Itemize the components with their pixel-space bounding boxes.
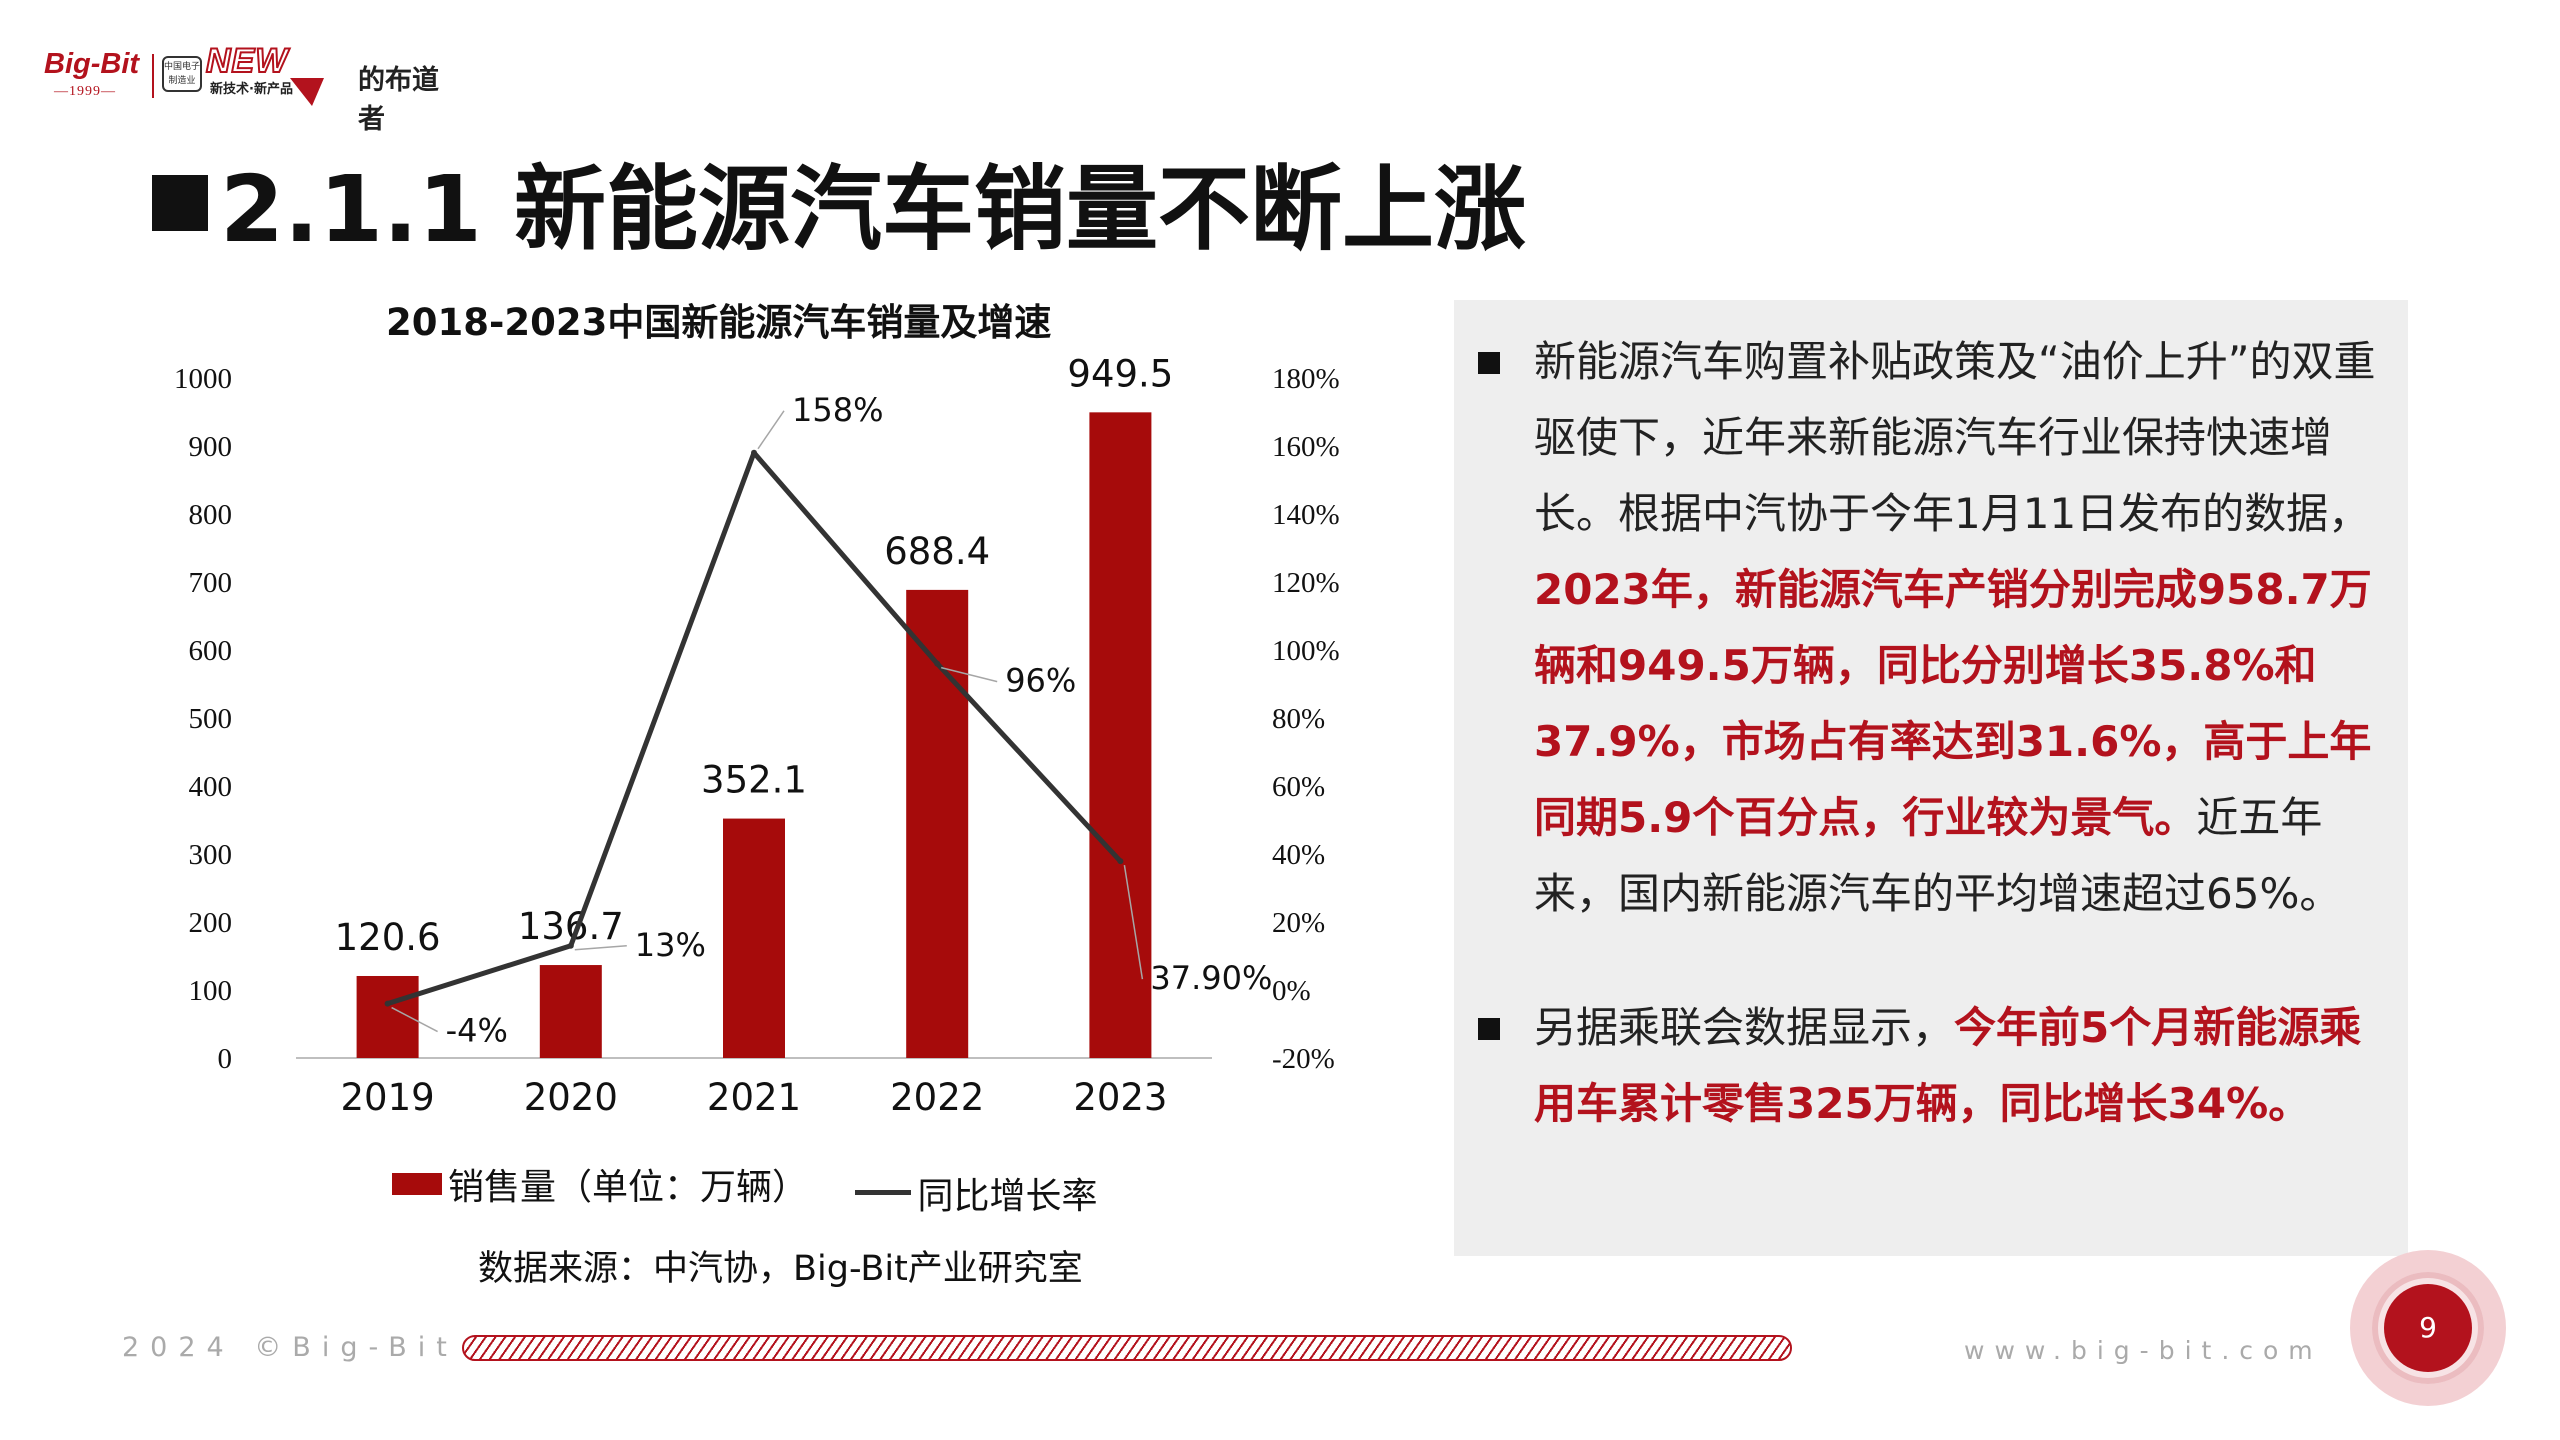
bullet-paragraph-1: 新能源汽车购置补贴政策及“油价上升”的双重驱使下，近年来新能源汽车行业保持快速增… <box>1454 324 2408 932</box>
left-axis-tick-label: 600 <box>189 635 233 667</box>
footer-stripe-bar <box>462 1335 1792 1361</box>
right-axis-tick-label: 100% <box>1272 635 1340 667</box>
x-tick-label: 2021 <box>707 1076 801 1119</box>
logo-year: —1999— <box>54 84 116 99</box>
bullet1-text-a: 新能源汽车购置补贴政策及“油价上升”的双重驱使下，近年来新能源汽车行业保持快速增… <box>1534 337 2376 538</box>
title-square-icon <box>152 175 208 231</box>
bar-value-label: 352.1 <box>701 759 807 802</box>
legend-line-swatch <box>855 1190 912 1195</box>
legend-bar-swatch <box>392 1173 442 1195</box>
bullet-square-icon <box>1478 352 1500 374</box>
logo-brand-name: Big-Bit <box>44 48 140 80</box>
bar-value-label: 949.5 <box>1067 352 1173 395</box>
logo-tagline: 的布道者 <box>358 65 439 135</box>
left-axis-tick-label: 100 <box>189 975 233 1007</box>
bullet-square-icon <box>1478 1018 1500 1040</box>
left-axis-tick-label: 500 <box>189 703 233 735</box>
growth-value-label: 37.90% <box>1150 959 1272 997</box>
legend-item-growth: 同比增长率 <box>855 1167 1097 1219</box>
right-axis-tick-label: 0% <box>1272 975 1311 1007</box>
right-axis-tick-label: -20% <box>1272 1043 1335 1075</box>
left-axis-tick-label: 700 <box>189 567 233 599</box>
footer-copyright: 2024 ©Big-Bit <box>122 1332 458 1363</box>
bar-value-label: 688.4 <box>884 530 990 573</box>
right-axis-tick-label: 120% <box>1272 567 1340 599</box>
page-title-text: 2.1.1 新能源汽车销量不断上涨 <box>220 156 1526 263</box>
bar-2022 <box>906 589 969 1058</box>
left-axis-tick-label: 200 <box>189 907 233 939</box>
left-axis-tick-label: 800 <box>189 499 233 531</box>
logo-new: NEW <box>205 41 289 81</box>
growth-value-label: 96% <box>1005 662 1076 700</box>
left-axis-tick-label: 900 <box>189 431 233 463</box>
x-tick-label: 2020 <box>524 1076 618 1119</box>
growth-point-2019 <box>384 1000 391 1007</box>
footer-website: www.big-bit.com <box>1964 1336 2323 1365</box>
growth-value-label: 13% <box>635 926 706 964</box>
bar-2023 <box>1089 412 1152 1059</box>
logo-wedge-icon <box>290 78 324 106</box>
growth-point-2023 <box>1117 858 1124 865</box>
x-tick-label: 2019 <box>341 1076 435 1119</box>
right-axis-tick-label: 160% <box>1272 431 1340 463</box>
bullet2-text-a: 另据乘联会数据显示， <box>1534 1003 1955 1052</box>
sales-growth-chart: 0 100 200 300 400 500 600 700 800 900 1000 -20% 0% 20… <box>174 352 1340 1119</box>
bullet1-text-b: 近五年来，国内新能源汽车的平均增速超过65%。 <box>1534 793 2342 918</box>
page-number: 9 <box>2384 1284 2472 1372</box>
growth-label-leader <box>574 945 627 951</box>
left-axis-tick-label: 1000 <box>174 363 232 395</box>
right-axis-tick-label: 40% <box>1272 839 1325 871</box>
growth-point-2022 <box>934 660 941 667</box>
right-axis-tick-label: 20% <box>1272 907 1325 939</box>
chart-legend: 销售量（单位：万辆） 同比增长率 <box>392 1158 1133 1219</box>
chart-title: 2018-2023中国新能源汽车销量及增速 <box>386 301 1052 344</box>
brand-logo: Big-Bit —1999— 中国电子制造业 NEW 新技术·新产品 的布道者 <box>44 41 464 135</box>
bar-2020 <box>539 965 602 1058</box>
data-source-note: 数据来源：中汽协，Big-Bit产业研究室 <box>478 1249 1083 1289</box>
growth-value-label: 158% <box>792 391 883 429</box>
growth-label-leader <box>941 666 998 683</box>
growth-label-leader <box>391 1006 438 1033</box>
logo-new-subtitle: 新技术·新产品 <box>210 82 293 97</box>
x-tick-label: 2023 <box>1073 1076 1167 1119</box>
x-tick-label: 2022 <box>890 1076 984 1119</box>
bullet-paragraph-2: 另据乘联会数据显示，今年前5个月新能源乘用车累计零售325万辆，同比增长34%。 <box>1454 990 2408 1142</box>
legend-sales-label: 销售量（单位：万辆） <box>448 1167 809 1208</box>
left-axis-tick-label: 400 <box>189 771 233 803</box>
growth-label-leader <box>757 410 785 450</box>
left-axis-tick-label: 0 <box>218 1043 233 1075</box>
bar-2021 <box>723 818 785 1058</box>
logo-badge: 中国电子制造业 <box>162 56 202 92</box>
text-panel: 新能源汽车购置补贴政策及“油价上升”的双重驱使下，近年来新能源汽车行业保持快速增… <box>1454 300 2408 1256</box>
growth-label-leader <box>1123 865 1144 980</box>
growth-point-2020 <box>567 942 574 949</box>
right-axis-tick-label: 140% <box>1272 499 1340 531</box>
left-axis-tick-label: 300 <box>189 839 233 871</box>
right-axis-tick-label: 180% <box>1272 363 1340 395</box>
bar-value-label: 120.6 <box>335 916 441 959</box>
logo-divider <box>152 54 154 98</box>
right-axis-tick-label: 60% <box>1272 771 1325 803</box>
growth-value-label: -4% <box>446 1012 508 1050</box>
legend-item-sales: 销售量（单位：万辆） <box>392 1158 808 1210</box>
growth-point-2021 <box>751 449 757 456</box>
legend-growth-label: 同比增长率 <box>917 1175 1098 1217</box>
bullet2-highlight: 今年前5个月新能源乘用车累计零售325万辆，同比增长34%。 <box>1534 1003 2362 1128</box>
right-axis-tick-label: 80% <box>1272 703 1325 735</box>
page-title: 2.1.1 新能源汽车销量不断上涨 <box>152 150 1526 270</box>
bullet1-highlight: 2023年，新能源汽车产销分别完成958.7万辆和949.5万辆，同比分别增长3… <box>1534 565 2372 842</box>
